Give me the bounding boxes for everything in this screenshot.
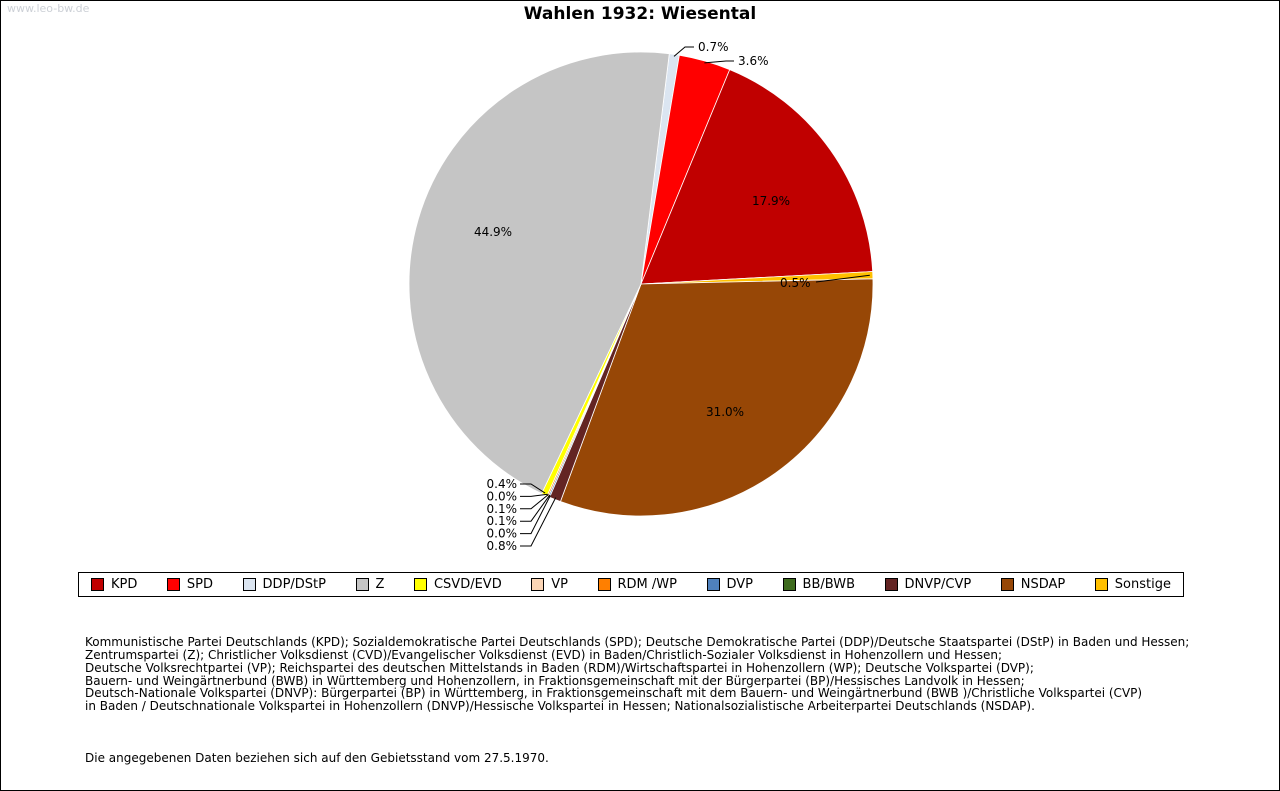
- legend-swatch-spd: [166, 578, 180, 591]
- legend-label-nsdap: NSDAP: [1020, 577, 1066, 592]
- legend-label-rdm-wp: RDM /WP: [617, 577, 677, 592]
- legend-label-vp: VP: [551, 577, 568, 592]
- pct-label-bb-bwb: 0.0%: [487, 527, 518, 541]
- legend-item-nsdap: NSDAP: [1000, 577, 1066, 592]
- label-leader-line: [520, 494, 551, 522]
- territorial-status-text: Die angegebenen Daten beziehen sich auf …: [85, 751, 549, 766]
- legend-label-dnvp-cvp: DNVP/CVP: [904, 577, 972, 592]
- legend-item-sonstige: Sonstige: [1094, 577, 1171, 592]
- legend-item-vp: VP: [531, 577, 568, 592]
- legend-swatch-csvd-evd: [413, 578, 427, 591]
- legend-label-z: Z: [375, 577, 385, 592]
- pct-label-rdm-wp: 0.1%: [487, 502, 518, 516]
- pct-label-csvd-evd: 0.4%: [487, 477, 518, 491]
- legend-item-ddp-dstp: DDP/DStP: [242, 577, 326, 592]
- pct-label-sonstige: 0.5%: [780, 276, 811, 290]
- legend-swatch-nsdap: [1000, 578, 1014, 591]
- legend-item-kpd: KPD: [91, 577, 137, 592]
- label-leader-line: [520, 483, 546, 494]
- pct-label-z: 44.9%: [474, 225, 512, 239]
- label-leader-line: [815, 274, 870, 283]
- legend-swatch-kpd: [91, 578, 104, 591]
- pct-label-dvp: 0.1%: [487, 514, 518, 528]
- legend-label-bb-bwb: BB/BWB: [802, 577, 855, 592]
- legend-swatch-dvp: [706, 578, 720, 591]
- label-leader-line: [520, 494, 549, 510]
- legend-item-dnvp-cvp: DNVP/CVP: [884, 577, 972, 592]
- pct-label-dnvp-cvp: 0.8%: [487, 539, 518, 553]
- party-abbreviations-text: Kommunistische Partei Deutschlands (KPD)…: [85, 634, 1190, 714]
- pct-label-kpd: 17.9%: [752, 194, 790, 208]
- legend-item-z: Z: [355, 577, 385, 592]
- legend-label-sonstige: Sonstige: [1114, 577, 1171, 592]
- legend-item-dvp: DVP: [706, 577, 754, 592]
- legend-swatch-vp: [531, 578, 545, 591]
- label-leader-line: [673, 46, 694, 57]
- pct-label-spd: 3.6%: [738, 54, 769, 68]
- legend-label-spd: SPD: [186, 577, 214, 592]
- chart-legend: KPD SPD DDP/DStP Z CSVD/EVD VP RDM /WP DVP BB/BW…: [78, 572, 1184, 597]
- label-leader-line: [520, 495, 551, 535]
- legend-label-kpd: KPD: [111, 577, 138, 592]
- legend-item-rdm-wp: RDM /WP: [597, 577, 677, 592]
- legend-swatch-bb-bwb: [782, 578, 796, 591]
- label-leader-line: [704, 60, 734, 64]
- pie-slice-nsdap: [559, 278, 874, 517]
- leo-bw-watermark: www.leo-bw.de: [7, 2, 90, 15]
- pie-slice-z: [408, 51, 670, 495]
- footnotes: Kommunistische Partei Deutschlands (KPD)…: [85, 610, 1190, 790]
- pct-label-vp: 0.0%: [487, 489, 518, 503]
- legend-label-dvp: DVP: [726, 577, 754, 592]
- pct-label-ddp-dstp: 0.7%: [698, 40, 729, 54]
- legend-swatch-z: [355, 578, 369, 591]
- legend-swatch-sonstige: [1094, 578, 1108, 591]
- pct-label-nsdap: 31.0%: [706, 405, 744, 419]
- legend-label-ddp-dstp: DDP/DStP: [262, 577, 326, 592]
- legend-swatch-dnvp-cvp: [884, 578, 898, 591]
- pie-chart: 17.9%44.9%31.0%0.7%3.6%0.5%0.4%0.0%0.1%0…: [408, 40, 874, 553]
- legend-item-spd: SPD: [166, 577, 214, 592]
- label-leader-line: [520, 497, 557, 547]
- legend-item-csvd-evd: CSVD/EVD: [413, 577, 502, 592]
- legend-item-bb-bwb: BB/BWB: [782, 577, 855, 592]
- legend-label-csvd-evd: CSVD/EVD: [433, 577, 502, 592]
- legend-swatch-ddp-dstp: [242, 578, 256, 591]
- pie-slice-kpd: [640, 69, 874, 285]
- legend-swatch-rdm-wp: [597, 578, 611, 591]
- label-leader-line: [520, 493, 548, 497]
- chart-title: Wahlen 1932: Wiesental: [523, 4, 757, 24]
